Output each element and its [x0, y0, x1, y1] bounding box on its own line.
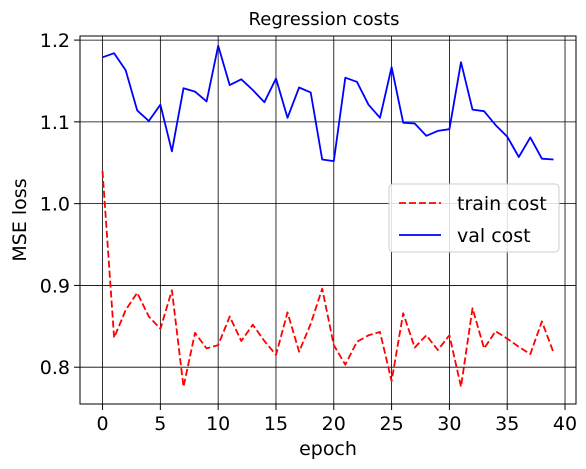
- y-tick-label: 1.2: [40, 30, 70, 52]
- x-tick-label: 40: [553, 413, 577, 435]
- plot-border: [79, 35, 577, 405]
- x-tick-label: 5: [154, 413, 166, 435]
- series-line-val-cost: [102, 44, 554, 163]
- series-layer: [101, 44, 555, 388]
- x-tick-label: 35: [495, 413, 519, 435]
- legend-label-train-cost: train cost: [457, 193, 547, 215]
- x-tick-label: 0: [96, 413, 108, 435]
- x-tick-label: 20: [322, 413, 346, 435]
- x-tick-label: 10: [206, 413, 230, 435]
- x-axis: 0 5 10 15 20 25 30 35 40: [96, 404, 577, 435]
- legend-label-val-cost: val cost: [457, 225, 531, 247]
- x-axis-label: epoch: [299, 438, 357, 460]
- x-tick-label: 15: [264, 413, 288, 435]
- y-tick-label: 1.0: [40, 194, 70, 216]
- y-tick-label: 1.1: [40, 112, 70, 134]
- y-axis: 0.8 0.9 1.0 1.1 1.2: [40, 30, 80, 379]
- legend: train cost val cost: [388, 183, 560, 253]
- x-tick-label: 30: [437, 413, 461, 435]
- x-tick-label: 25: [379, 413, 403, 435]
- grid-lines: [80, 36, 576, 404]
- y-axis-label: MSE loss: [9, 178, 31, 261]
- y-tick-label: 0.8: [40, 357, 70, 379]
- y-tick-label: 0.9: [40, 275, 70, 297]
- chart-title: Regression costs: [249, 9, 400, 30]
- series-line-train-cost: [101, 170, 555, 388]
